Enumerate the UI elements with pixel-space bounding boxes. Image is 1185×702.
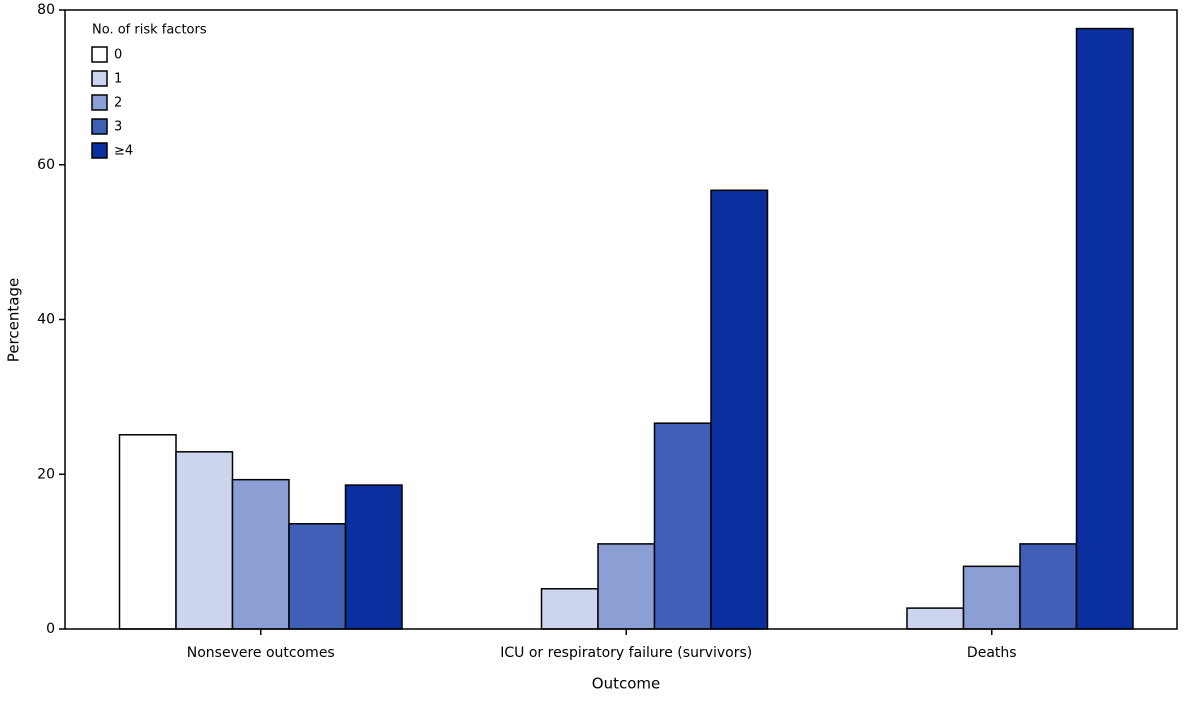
bar <box>962 565 1021 630</box>
bar <box>288 523 347 630</box>
bar <box>597 543 656 630</box>
bar <box>231 478 290 630</box>
legend-swatch <box>91 70 108 87</box>
plot-frame <box>64 9 1178 630</box>
legend-label: 0 <box>114 48 122 63</box>
x-axis-label: Outcome <box>592 675 660 693</box>
legend-label: 3 <box>114 120 122 135</box>
y-tick-label: 80 <box>37 2 55 18</box>
y-tick-label: 20 <box>37 466 55 482</box>
bar <box>1075 27 1134 630</box>
x-tick-label: ICU or respiratory failure (survivors) <box>500 645 752 661</box>
bar <box>710 189 769 630</box>
x-tick-label: Deaths <box>967 645 1017 661</box>
bar <box>1019 543 1078 630</box>
bar <box>344 484 403 630</box>
y-tick-label: 40 <box>37 312 55 328</box>
legend-label: ≥4 <box>114 144 133 159</box>
x-tick-label: Nonsevere outcomes <box>187 645 335 661</box>
y-axis-label: Percentage <box>5 278 23 362</box>
legend-swatch <box>91 142 108 159</box>
bar <box>175 451 234 630</box>
bar <box>118 434 177 630</box>
legend-swatch <box>91 46 108 63</box>
y-tick-label: 60 <box>37 157 55 173</box>
bar <box>906 607 965 630</box>
legend-swatch <box>91 94 108 111</box>
legend-title: No. of risk factors <box>92 23 207 38</box>
bar <box>653 422 712 630</box>
bar <box>540 588 599 630</box>
y-tick-label: 0 <box>46 621 55 637</box>
legend-label: 2 <box>114 96 122 111</box>
legend-label: 1 <box>114 72 122 87</box>
legend-swatch <box>91 118 108 135</box>
